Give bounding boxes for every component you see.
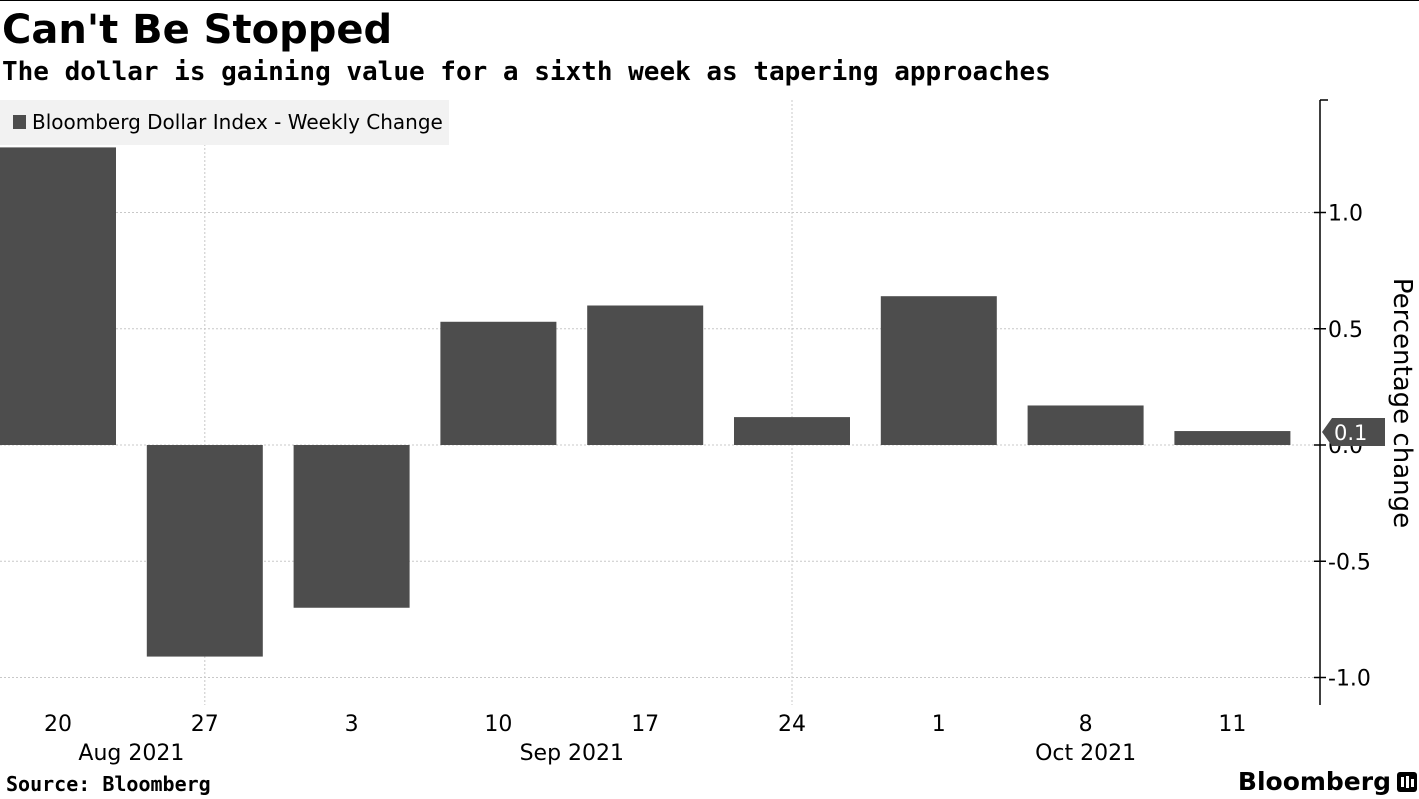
x-tick-label: 1 [932, 712, 946, 737]
x-axis-labels: 20 27 3 10 17 24 1 8 11 Aug 2021 Sep 2021 Oct 2021 [44, 712, 1246, 766]
x-tick-label: 8 [1079, 712, 1093, 737]
y-tick-label: 0.5 [1328, 318, 1363, 343]
bar-1 [880, 296, 997, 445]
x-tick-label: 11 [1218, 712, 1246, 737]
chart-title: Can't Be Stopped [2, 7, 393, 53]
last-value-flag-shape [1322, 418, 1385, 446]
x-tick-label: 27 [191, 712, 219, 737]
legend-layer: Bloomberg Dollar Index - Weekly Change [0, 100, 449, 145]
y-axis-title: Percentage change [1387, 278, 1417, 528]
bar-11 [1174, 431, 1291, 445]
bar-3 [293, 445, 410, 608]
brand-name: Bloomberg [1237, 767, 1391, 796]
legend-background [0, 100, 449, 145]
x-tick-label: 10 [484, 712, 512, 737]
x-month-label: Aug 2021 [78, 741, 184, 766]
bar-17 [587, 305, 704, 445]
bar-8 [1027, 405, 1144, 445]
source-note: Source: Bloomberg [6, 772, 211, 796]
y-tick-label: 1.0 [1328, 202, 1363, 227]
x-tick-label: 24 [778, 712, 806, 737]
bar-27 [146, 445, 263, 657]
y-tick-label: -1.0 [1328, 667, 1371, 692]
legend-swatch [13, 115, 26, 129]
brand-logo: Bloomberg [1238, 765, 1417, 799]
legend-label: Bloomberg Dollar Index - Weekly Change [32, 110, 443, 134]
chart-subtitle: The dollar is gaining value for a sixth … [2, 57, 1051, 87]
y-tick-label: -0.5 [1328, 550, 1371, 575]
bar-24 [734, 417, 850, 445]
x-tick-label: 17 [631, 712, 659, 737]
bloomberg-terminal-icon [1397, 772, 1417, 792]
x-tick-label: 20 [44, 712, 72, 737]
last-value-label: 0.1 [1334, 421, 1367, 445]
x-tick-label: 3 [345, 712, 359, 737]
bars-layer [0, 147, 1291, 657]
axis-layer: 1.00.50.0-0.5-1.0 [1314, 99, 1371, 705]
x-month-label: Oct 2021 [1035, 741, 1136, 766]
x-month-label: Sep 2021 [520, 741, 624, 766]
bar-20 [0, 147, 116, 445]
top-rule [0, 0, 1419, 1]
last-value-flag: 0.1 [1322, 418, 1385, 446]
bar-10 [440, 321, 557, 445]
